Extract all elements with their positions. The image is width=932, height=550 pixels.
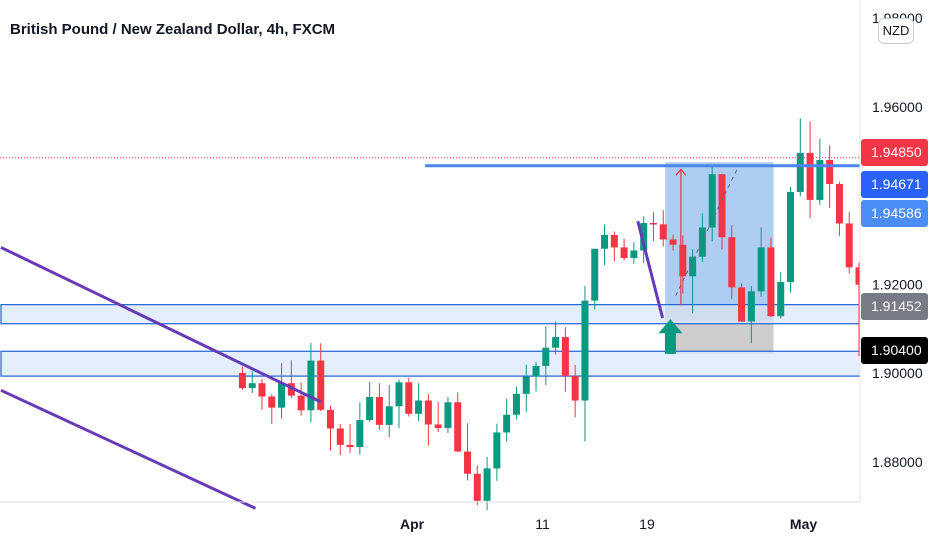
candle-up	[777, 282, 785, 317]
x-tick-label: 19	[639, 516, 655, 532]
x-tick-label: May	[790, 516, 817, 532]
channel-upper-line	[0, 246, 322, 404]
candle-down	[610, 234, 618, 248]
candle-up	[307, 360, 315, 411]
price-axis-panel	[860, 0, 932, 550]
candle-up	[542, 347, 550, 366]
candle-up	[483, 468, 491, 501]
price-tag-label: 1.91452	[871, 298, 922, 314]
candle-up	[248, 383, 256, 389]
price-tag-label: 1.94671	[871, 176, 922, 192]
candle-up	[444, 402, 452, 429]
candle-up	[493, 432, 501, 469]
y-tick-label: 1.92000	[872, 276, 923, 292]
candle-up	[581, 300, 589, 401]
price-tag-label: 1.94850	[871, 144, 922, 160]
candle-up	[757, 247, 765, 292]
candle-up	[512, 393, 520, 415]
candle-up	[708, 174, 716, 228]
candle-down	[669, 239, 677, 245]
candle-up	[640, 223, 648, 251]
candle-up	[816, 160, 824, 200]
x-tick-label: Apr	[400, 516, 425, 532]
candle-down	[454, 402, 462, 452]
candle-up	[522, 376, 530, 394]
candle-down	[326, 409, 334, 429]
red-up-arrow-head	[675, 168, 687, 176]
support-zone-upper	[0, 304, 893, 325]
candle-down	[855, 267, 863, 285]
candle-down	[297, 395, 305, 411]
x-tick-label: 11	[535, 516, 550, 532]
candle-down	[473, 473, 481, 501]
price-tag	[861, 293, 928, 320]
candle-up	[503, 414, 511, 433]
candle-down	[561, 337, 569, 377]
green-up-arrow-icon	[658, 319, 683, 354]
candle-up	[591, 248, 599, 301]
candle-down	[336, 428, 344, 445]
chart-title: British Pound / New Zealand Dollar, 4h, …	[10, 21, 336, 38]
candle-up	[415, 400, 423, 414]
candle-down	[317, 360, 325, 410]
y-tick-label: 1.88000	[872, 454, 923, 470]
candle-down	[405, 382, 413, 414]
candle-down	[649, 223, 657, 225]
candle-down	[346, 444, 354, 448]
candle-down	[375, 396, 383, 425]
candle-down	[728, 237, 736, 288]
candle-up	[747, 291, 755, 322]
candle-down	[434, 424, 442, 429]
candle-down	[464, 451, 472, 474]
candle-down	[826, 160, 834, 184]
support-zone-lower	[0, 350, 932, 377]
candle-down	[424, 400, 432, 425]
candle-down	[238, 373, 246, 389]
candle-down	[659, 224, 667, 240]
candle-down	[258, 383, 266, 397]
candle-down	[287, 383, 295, 396]
candle-up	[698, 227, 706, 257]
candle-up	[395, 382, 403, 407]
candle-up	[366, 396, 374, 421]
candle-down	[806, 152, 814, 200]
candle-up	[552, 337, 560, 348]
y-tick-label: 1.96000	[872, 99, 923, 115]
candle-up	[385, 406, 393, 425]
currency-button[interactable]: NZD	[878, 18, 914, 44]
price-tag	[861, 200, 928, 227]
price-tag	[861, 171, 928, 198]
candle-up	[787, 191, 794, 283]
candle-up	[796, 152, 804, 192]
channel-lower-line	[0, 388, 257, 510]
candle-down	[767, 247, 775, 317]
price-tag-label: 1.94586	[871, 205, 922, 221]
candle-up	[689, 256, 697, 277]
candle-up	[630, 250, 638, 259]
y-tick-label: 1.90000	[872, 365, 923, 381]
trend-line	[636, 220, 665, 319]
candle-up	[356, 420, 364, 448]
candle-down	[835, 183, 843, 224]
candle-up	[532, 365, 540, 377]
candle-down	[620, 247, 628, 259]
price-tag	[861, 139, 928, 166]
candle-up	[278, 383, 286, 408]
candle-down	[718, 174, 726, 238]
candle-up	[601, 234, 609, 249]
price-tag-label: 1.90400	[871, 342, 922, 358]
candle-down	[571, 376, 579, 401]
candle-down	[845, 223, 853, 268]
candle-down	[268, 396, 276, 408]
candle-down	[679, 244, 687, 277]
candle-down	[738, 287, 746, 322]
price-tag	[861, 337, 928, 364]
